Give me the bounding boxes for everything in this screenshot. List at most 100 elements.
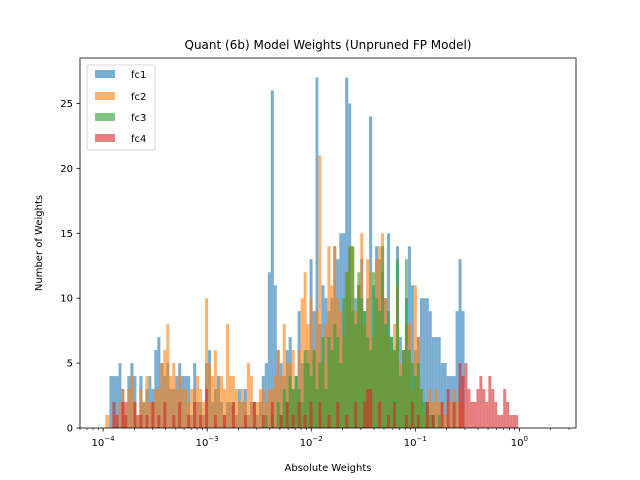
bar-fc2 [279,376,283,428]
histogram-bars [105,77,519,429]
bar-fc1 [148,376,152,428]
bar-fc2 [238,402,241,428]
bar-fc2 [157,389,161,428]
bar-fc2 [205,298,209,428]
y-tick-label: 10 [60,294,73,305]
bar-fc3 [288,376,292,428]
bar-fc2 [166,324,170,428]
bar-fc2 [130,376,134,428]
bar-fc2 [172,363,176,428]
bar-fc4 [231,402,235,428]
bar-fc4 [145,415,149,428]
bar-fc2 [211,376,214,428]
bar-fc2 [282,324,286,428]
bar-fc3 [336,337,340,428]
bar-fc4 [318,402,322,428]
bar-fc3 [318,363,322,428]
bar-fc4 [509,415,513,428]
bar-fc2 [428,389,432,428]
bar-fc2 [213,350,217,428]
bar-fc4 [446,389,450,428]
bar-fc3 [390,337,394,428]
bar-fc3 [330,350,334,428]
bar-fc3 [407,350,411,428]
bar-fc2 [234,389,239,428]
bar-fc2 [216,389,221,428]
series-fc4 [112,363,519,428]
y-tick-label: 25 [60,99,73,110]
bar-fc3 [294,376,298,428]
bar-fc4 [410,402,414,428]
bar-fc3 [333,324,337,428]
bar-fc2 [231,376,235,428]
bar-fc1 [157,337,161,428]
bar-fc2 [139,389,143,428]
bar-fc3 [422,402,426,428]
bar-fc1 [264,363,268,428]
bar-fc4 [479,376,483,428]
bar-fc1 [115,376,119,428]
bar-fc4 [115,415,119,428]
bar-fc4 [515,415,519,428]
bar-fc2 [369,272,373,428]
bar-fc4 [488,376,492,428]
bar-fc2 [169,376,173,428]
bar-fc4 [151,402,155,428]
bar-fc4 [506,402,510,428]
bar-fc3 [428,415,432,428]
bar-fc2 [443,415,447,428]
bar-fc2 [226,324,229,428]
legend: fc1 fc2 fc3 fc4 [86,64,156,151]
bar-fc2 [184,389,188,428]
bar-fc1 [345,77,349,428]
x-axis-ticks: 10−4 10−3 10−2 10−1 100 [79,428,570,449]
bar-fc4 [223,415,227,428]
bar-fc1 [315,77,319,428]
bar-fc3 [264,415,268,428]
bar-fc4 [464,363,468,428]
bar-fc3 [437,415,441,428]
bar-fc1 [428,311,432,428]
bar-fc1 [455,311,459,428]
legend-swatch-fc2 [95,92,115,100]
bar-fc3 [324,389,328,428]
bar-fc3 [339,363,343,428]
bar-fc3 [327,337,331,428]
bar-fc3 [410,363,414,428]
bar-fc4 [470,402,474,428]
bar-fc1 [434,337,438,428]
bar-fc2 [175,389,179,428]
bar-fc4 [485,402,489,428]
bar-fc4 [354,402,358,428]
bar-fc3 [378,311,382,428]
bar-fc4 [213,415,217,428]
bar-fc1 [112,376,116,428]
bar-fc1 [267,272,271,428]
bar-fc2 [303,272,307,428]
bar-fc4 [404,415,408,428]
bar-fc4 [452,402,456,428]
series-fc3 [264,246,441,428]
bar-fc4 [309,402,313,428]
bar-fc1 [109,376,113,428]
bar-fc3 [384,324,388,428]
bar-fc1 [461,311,465,428]
legend-swatch-fc1 [95,70,115,78]
bar-fc2 [190,389,194,428]
x-tick-label: 10−2 [300,435,323,449]
bar-fc4 [497,415,501,428]
y-tick-label: 0 [67,424,73,435]
bar-fc3 [375,298,379,428]
bar-fc3 [306,363,310,428]
bar-fc4 [491,389,495,428]
bar-fc3 [366,337,370,428]
bar-fc4 [473,402,477,428]
x-tick-label: 100 [511,435,528,449]
bar-fc2 [105,415,110,428]
bar-fc2 [136,415,140,428]
legend-swatch-fc3 [95,113,115,121]
bar-fc4 [139,415,143,428]
bar-fc4 [393,402,396,428]
bar-fc4 [431,415,435,428]
